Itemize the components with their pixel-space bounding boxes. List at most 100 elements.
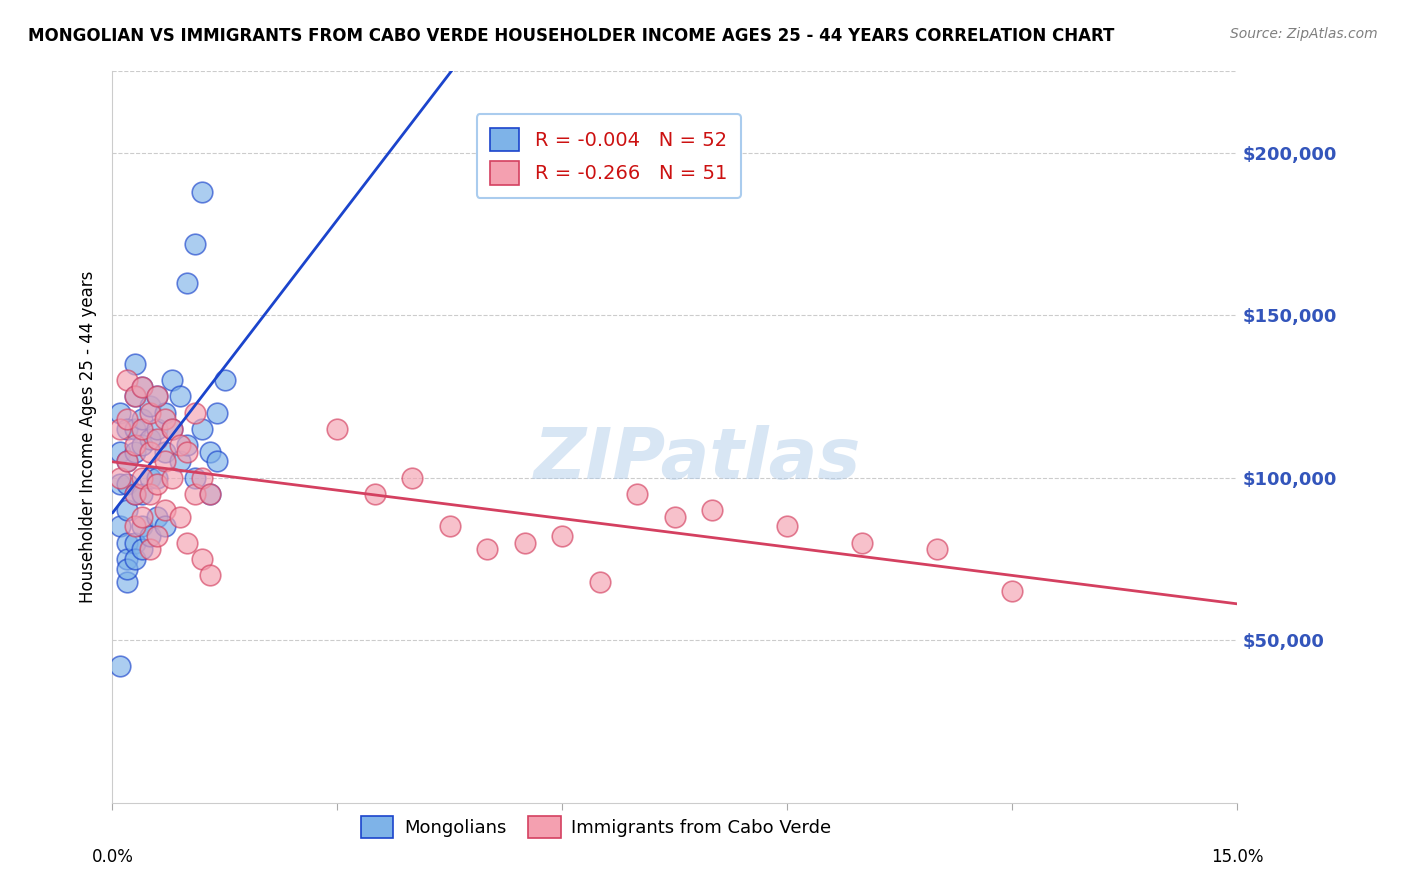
Point xyxy=(108,477,131,491)
Point xyxy=(162,471,184,485)
Point xyxy=(198,444,221,458)
Point xyxy=(139,432,162,446)
Legend: Mongolians, Immigrants from Cabo Verde: Mongolians, Immigrants from Cabo Verde xyxy=(353,808,839,845)
Point xyxy=(198,487,221,501)
Point xyxy=(124,444,146,458)
Point xyxy=(153,519,176,533)
Point xyxy=(191,471,214,485)
Point xyxy=(124,535,146,549)
Point xyxy=(326,422,349,436)
Text: 0.0%: 0.0% xyxy=(91,848,134,866)
Point xyxy=(131,519,153,533)
Point xyxy=(131,438,153,452)
Point xyxy=(139,406,162,420)
Point xyxy=(146,509,169,524)
Point xyxy=(131,509,153,524)
Point xyxy=(117,477,139,491)
Point xyxy=(927,542,949,557)
Point xyxy=(153,503,176,517)
Point xyxy=(146,529,169,543)
Point xyxy=(207,454,229,468)
Point xyxy=(146,471,169,485)
Point xyxy=(139,471,162,485)
Point xyxy=(477,542,499,557)
Point xyxy=(124,519,146,533)
Point xyxy=(198,568,221,582)
Point xyxy=(1001,584,1024,599)
Point xyxy=(162,422,184,436)
Point xyxy=(176,276,198,290)
Point xyxy=(108,519,131,533)
Y-axis label: Householder Income Ages 25 - 44 years: Householder Income Ages 25 - 44 years xyxy=(79,271,97,603)
Text: MONGOLIAN VS IMMIGRANTS FROM CABO VERDE HOUSEHOLDER INCOME AGES 25 - 44 YEARS CO: MONGOLIAN VS IMMIGRANTS FROM CABO VERDE … xyxy=(28,27,1115,45)
Point xyxy=(153,444,176,458)
Point xyxy=(117,552,139,566)
Point xyxy=(364,487,387,501)
Point xyxy=(131,542,153,557)
Point xyxy=(153,454,176,468)
Point xyxy=(169,389,191,403)
Point xyxy=(664,509,686,524)
Point xyxy=(191,552,214,566)
Point xyxy=(146,477,169,491)
Point xyxy=(776,519,799,533)
Point xyxy=(139,542,162,557)
Text: ZIPatlas: ZIPatlas xyxy=(534,425,860,493)
Point xyxy=(117,422,139,436)
Point xyxy=(108,471,131,485)
Point xyxy=(117,562,139,576)
Point xyxy=(176,535,198,549)
Point xyxy=(124,552,146,566)
Point xyxy=(184,236,207,251)
Point xyxy=(139,487,162,501)
Point xyxy=(117,412,139,426)
Point xyxy=(124,389,146,403)
Point xyxy=(146,432,169,446)
Point xyxy=(146,389,169,403)
Point xyxy=(124,438,146,452)
Point xyxy=(124,357,146,371)
Point xyxy=(117,503,139,517)
Point xyxy=(702,503,724,517)
Point xyxy=(139,444,162,458)
Point xyxy=(169,509,191,524)
Point xyxy=(131,380,153,394)
Point xyxy=(513,535,536,549)
Point xyxy=(551,529,574,543)
Point xyxy=(131,487,153,501)
Point xyxy=(191,185,214,199)
Point xyxy=(153,406,176,420)
Point xyxy=(124,487,146,501)
Point xyxy=(124,487,146,501)
Point xyxy=(184,487,207,501)
Point xyxy=(176,438,198,452)
Point xyxy=(162,373,184,387)
Point xyxy=(131,380,153,394)
Point xyxy=(131,471,153,485)
Point xyxy=(108,659,131,673)
Point xyxy=(108,444,131,458)
Point xyxy=(626,487,648,501)
Point xyxy=(131,412,153,426)
Point xyxy=(162,422,184,436)
Point xyxy=(139,529,162,543)
Point xyxy=(589,574,612,589)
Point xyxy=(198,487,221,501)
Point xyxy=(214,373,236,387)
Point xyxy=(153,412,176,426)
Point xyxy=(117,454,139,468)
Point xyxy=(851,535,873,549)
Point xyxy=(439,519,461,533)
Point xyxy=(124,422,146,436)
Point xyxy=(117,373,139,387)
Point xyxy=(207,406,229,420)
Point xyxy=(191,422,214,436)
Point xyxy=(117,574,139,589)
Point xyxy=(108,422,131,436)
Point xyxy=(146,422,169,436)
Point xyxy=(184,471,207,485)
Point xyxy=(184,406,207,420)
Point xyxy=(169,454,191,468)
Point xyxy=(139,399,162,413)
Point xyxy=(124,389,146,403)
